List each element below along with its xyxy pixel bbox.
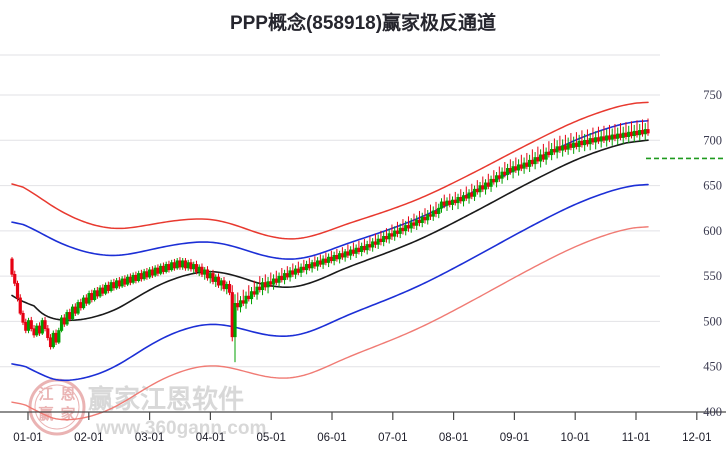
svg-text:750: 750 [703, 88, 722, 102]
svg-text:700: 700 [703, 133, 722, 147]
svg-text:550: 550 [703, 269, 722, 283]
lower-blue-band-line [11, 183, 649, 382]
svg-text:07-01: 07-01 [378, 432, 407, 444]
x-axis [0, 411, 726, 420]
svg-text:04-01: 04-01 [196, 432, 225, 444]
svg-text:江: 江 [38, 385, 53, 403]
upper-red-band-line [11, 101, 649, 240]
y-axis-tick-labels: 750 700 650 600 550 500 450 400 [703, 88, 722, 419]
svg-text:08-01: 08-01 [439, 432, 468, 444]
svg-text:12-01: 12-01 [682, 432, 711, 444]
svg-text:05-01: 05-01 [256, 432, 285, 444]
lower-red-band-line [11, 226, 649, 421]
watermark-layer: 江恩赢 家赢家江恩软件 www.360gann.com [28, 378, 266, 439]
page-title: PPP概念(858918)赢家极反通道 [229, 13, 497, 34]
grid-lines [0, 54, 660, 413]
svg-text:650: 650 [703, 179, 722, 193]
svg-text:11-01: 11-01 [622, 432, 651, 444]
svg-text:600: 600 [703, 224, 722, 238]
x-axis-tick-labels: 01-01 02-01 03-01 04-01 05-01 06-01 07-01 08-01… [13, 432, 711, 444]
svg-text:03-01: 03-01 [135, 432, 164, 444]
svg-text:www.360gann.com: www.360gann.com [95, 418, 266, 439]
svg-text:02-01: 02-01 [74, 432, 103, 444]
svg-text:赢家江恩软件: 赢家江恩软件 [88, 384, 244, 414]
svg-text:10-01: 10-01 [560, 432, 589, 444]
svg-text:恩: 恩 [60, 386, 75, 403]
svg-text:500: 500 [703, 314, 722, 328]
svg-text:450: 450 [703, 360, 722, 374]
upper-blue-band-line [11, 120, 649, 260]
svg-text:400: 400 [703, 405, 722, 419]
mid-black-line [11, 139, 649, 322]
svg-text:06-01: 06-01 [317, 432, 346, 444]
svg-text:01-01: 01-01 [13, 432, 42, 444]
svg-text:家: 家 [60, 405, 75, 423]
svg-text:赢: 赢 [38, 405, 53, 423]
svg-text:09-01: 09-01 [500, 432, 529, 444]
candlestick-series [10, 118, 650, 363]
